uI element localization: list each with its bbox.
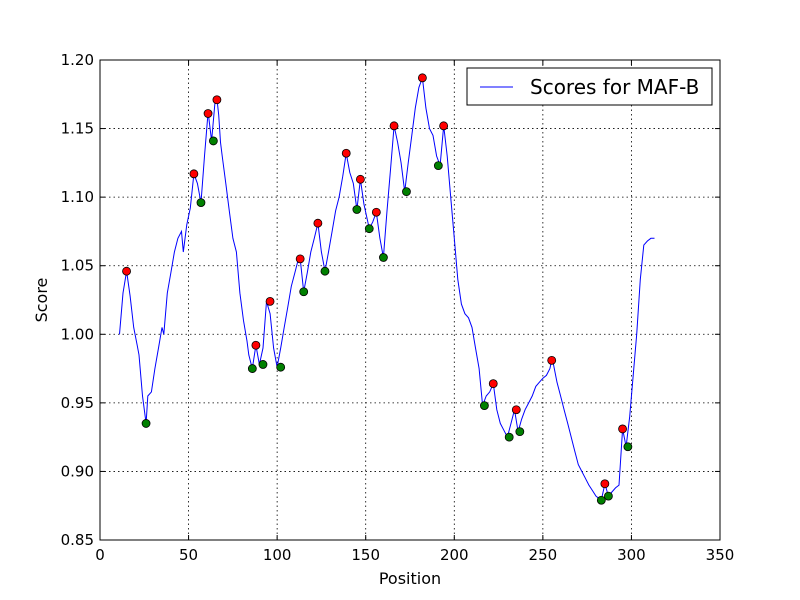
peak-marker (189, 169, 199, 179)
peak-marker (251, 340, 261, 350)
x-tick-label: 0 (95, 546, 105, 564)
x-tick-label: 100 (263, 546, 292, 564)
peak-marker (203, 109, 213, 118)
peak-marker (355, 174, 365, 184)
x-tick-label: 200 (440, 546, 469, 564)
trough-marker (352, 205, 362, 214)
series-line-scores (119, 77, 655, 502)
y-tick-label: 1.10 (61, 188, 94, 206)
peak-marker (371, 207, 381, 217)
peak-marker (488, 379, 498, 389)
peak-marker (212, 95, 222, 105)
trough-marker (515, 427, 525, 437)
trough-marker (276, 362, 286, 372)
peak-marker (618, 424, 627, 434)
x-tick-label: 350 (706, 546, 735, 564)
y-tick-label: 0.85 (61, 531, 94, 549)
axis-tick-labels: 0 50 100 150 200 250 300 350 0.85 0.90 0.95 1.00 1.0… (61, 51, 735, 564)
trough-marker (479, 401, 489, 411)
y-tick-label: 0.95 (61, 394, 94, 412)
y-tick-label: 1.05 (61, 257, 94, 275)
peak-marker (341, 148, 351, 158)
x-tick-label: 150 (351, 546, 380, 564)
y-axis-label: Score (32, 278, 51, 323)
markers-layer (122, 73, 633, 505)
peak-marker (122, 266, 131, 276)
y-tick-label: 1.15 (61, 120, 94, 138)
peak-marker (265, 296, 275, 306)
series-layer (119, 77, 655, 502)
y-tick-label: 1.20 (61, 51, 94, 69)
axes-frame (99, 59, 721, 541)
trough-marker (258, 360, 268, 369)
trough-marker (596, 495, 606, 505)
peak-marker (511, 405, 521, 415)
grid-lines (100, 60, 720, 540)
peak-marker (313, 218, 323, 228)
x-axis-label: Position (379, 569, 441, 588)
trough-marker (604, 491, 613, 501)
peak-marker (389, 121, 399, 131)
trough-marker (299, 287, 309, 297)
axis-ticks (99, 59, 721, 541)
trough-marker (402, 187, 411, 197)
x-tick-label: 250 (529, 546, 558, 564)
trough-marker (504, 432, 514, 442)
trough-marker (141, 419, 151, 428)
peak-marker (439, 121, 449, 131)
trough-marker (364, 224, 374, 234)
peak-marker (600, 479, 610, 489)
trough-marker (433, 161, 443, 171)
x-tick-label: 300 (617, 546, 646, 564)
trough-marker (623, 442, 633, 452)
legend-label: Scores for MAF-B (530, 75, 699, 99)
y-tick-label: 0.90 (61, 462, 94, 480)
peak-marker (417, 73, 427, 83)
trough-marker (208, 136, 218, 146)
peak-marker (547, 355, 557, 365)
legend: Scores for MAF-B (466, 67, 713, 106)
peak-marker (295, 254, 305, 264)
trough-marker (196, 198, 206, 208)
x-tick-label: 50 (179, 546, 198, 564)
y-tick-label: 1.00 (61, 325, 94, 343)
trough-marker (320, 266, 330, 276)
trough-marker (247, 364, 257, 373)
trough-marker (379, 253, 388, 262)
